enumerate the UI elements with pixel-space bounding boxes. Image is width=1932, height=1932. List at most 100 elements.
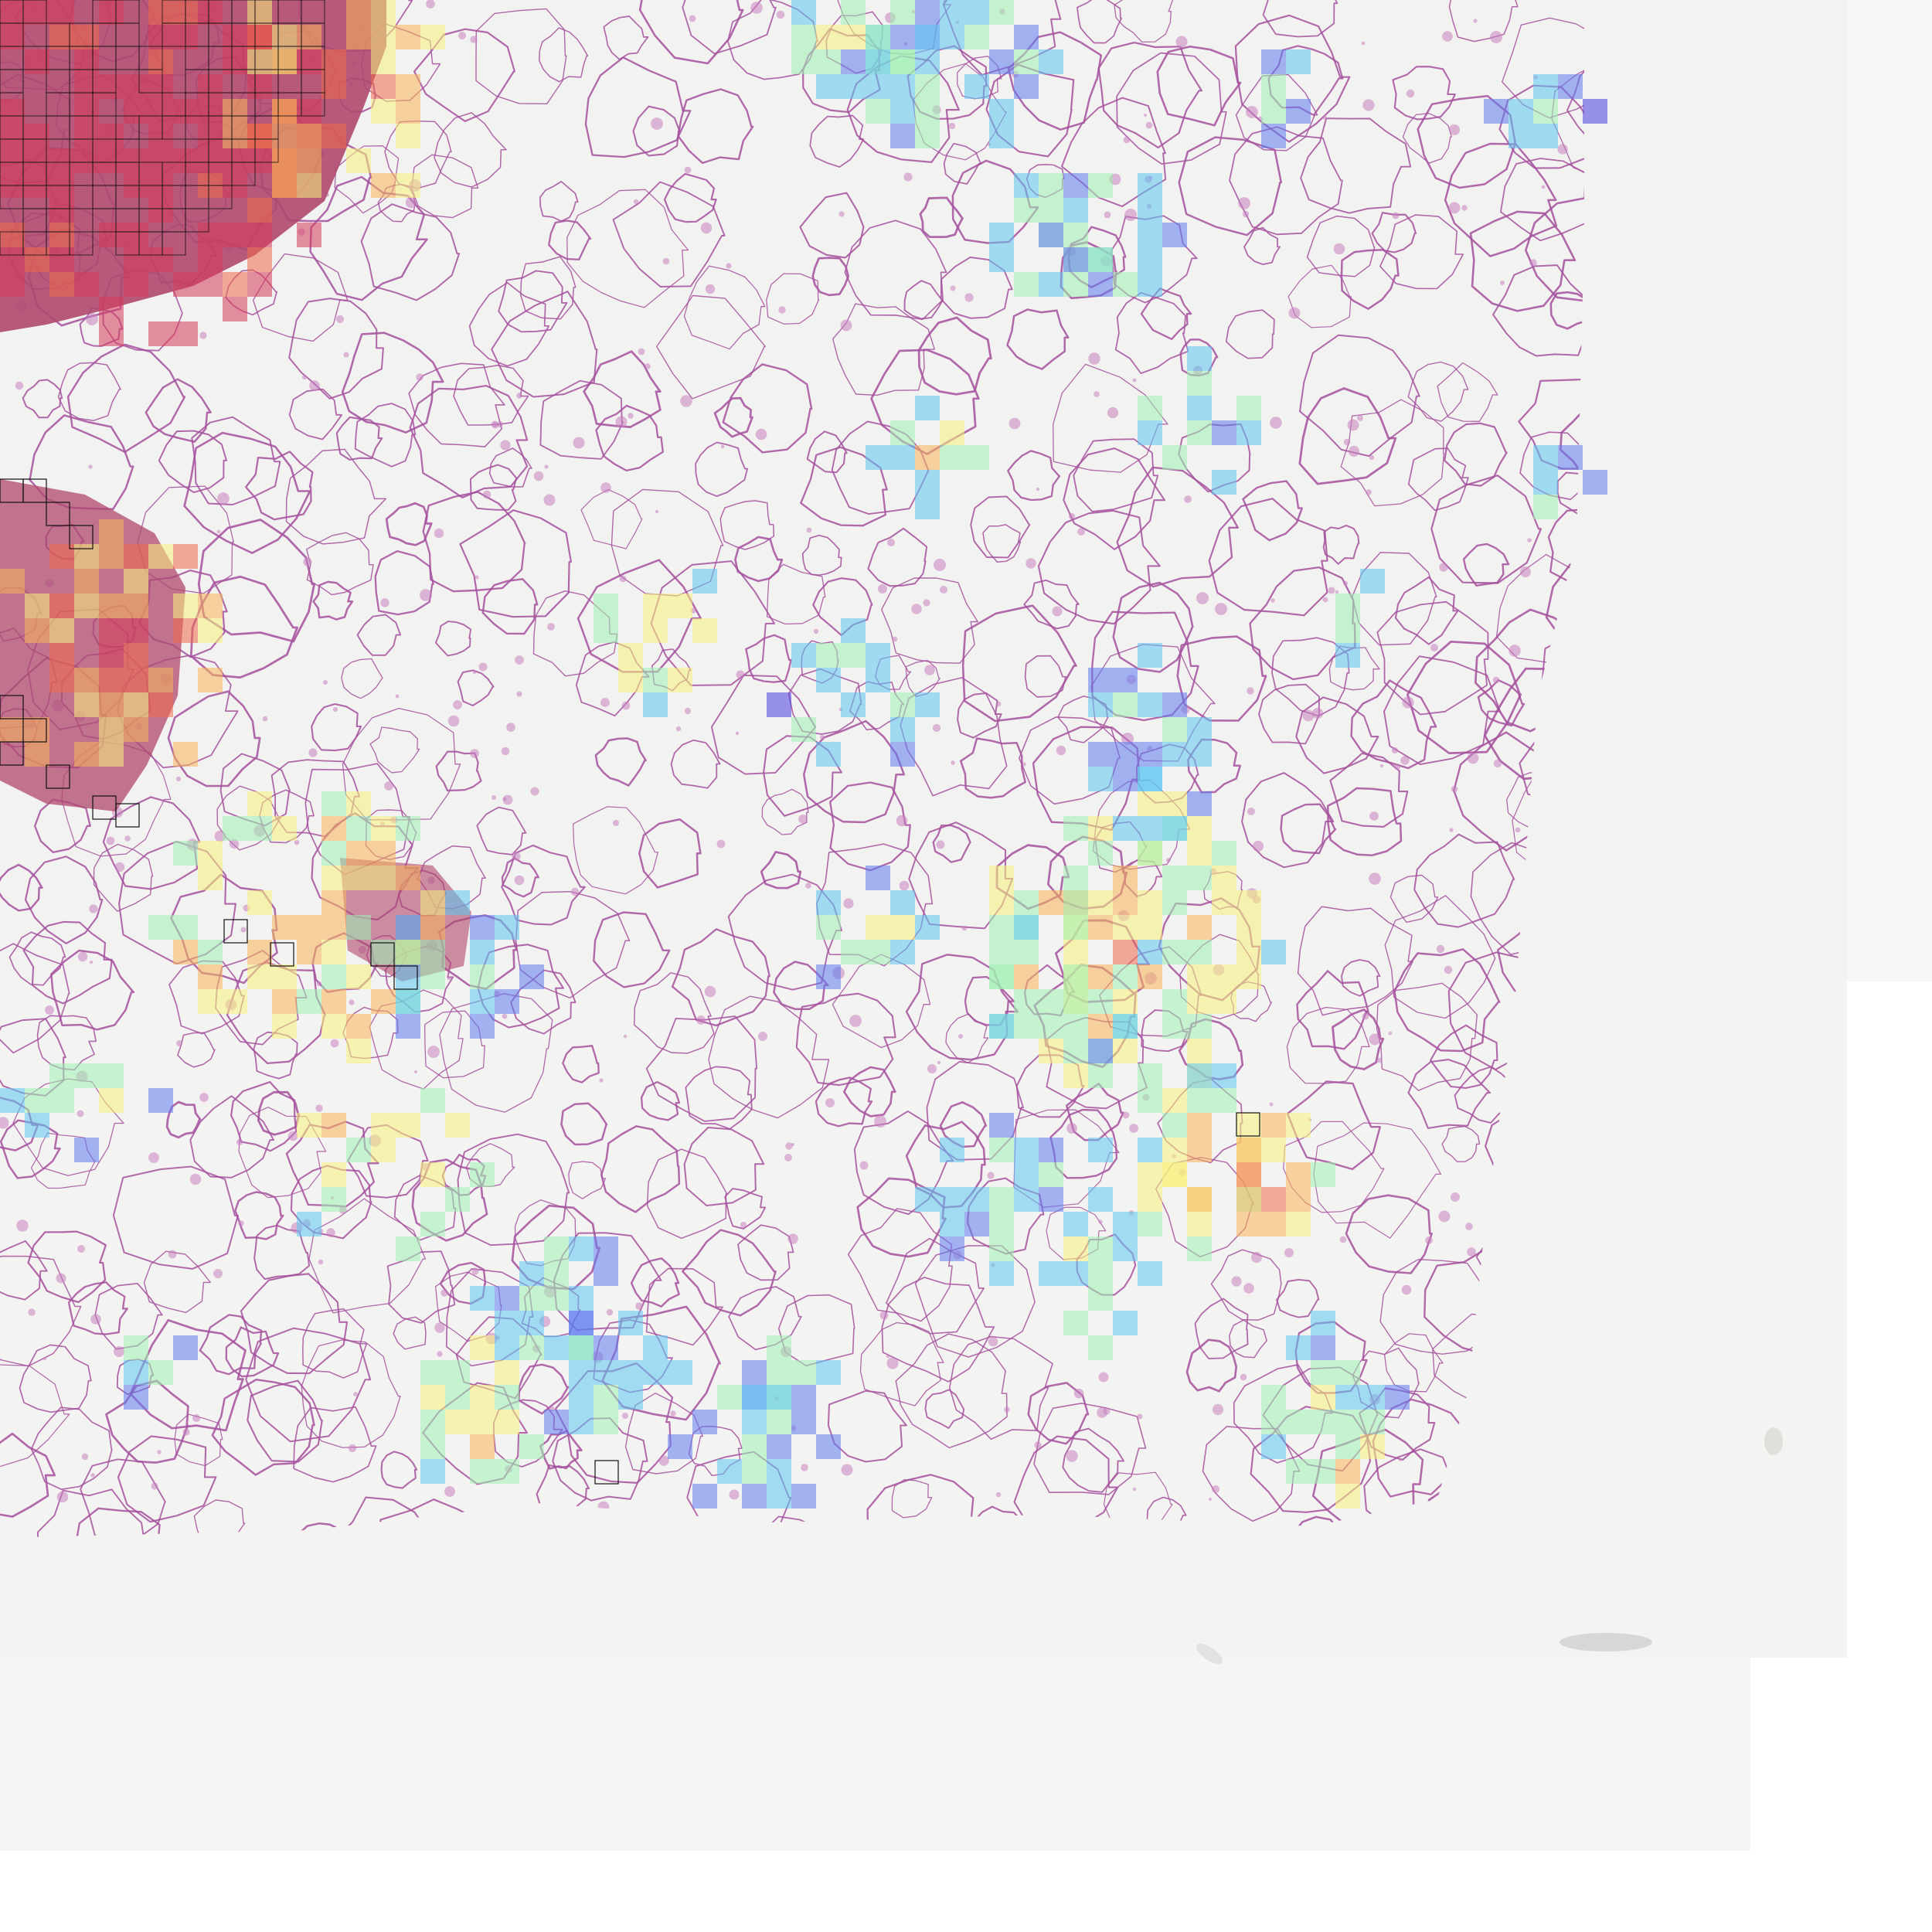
alveolar-wall xyxy=(1208,498,1328,617)
heatmap-tile xyxy=(816,74,841,99)
tissue-clump xyxy=(349,999,355,1005)
heatmap-tile xyxy=(148,321,173,346)
heatmap-tile xyxy=(989,1212,1014,1236)
alveolar-wall xyxy=(802,719,906,824)
heatmap-tile xyxy=(544,1335,569,1360)
tissue-clump xyxy=(886,1354,890,1359)
heatmap-tile xyxy=(25,247,49,272)
heatmap-tile xyxy=(1063,1236,1088,1261)
heatmap-tile xyxy=(49,148,74,173)
tissue-clump xyxy=(1366,489,1372,495)
heatmap-tile xyxy=(940,1236,964,1261)
heatmap-tile xyxy=(148,74,173,99)
heatmap-tile xyxy=(989,1261,1014,1286)
heatmap-tile xyxy=(173,618,198,643)
tissue-clump xyxy=(878,584,887,594)
alveolar-wall xyxy=(1116,52,1227,165)
tissue-clump xyxy=(395,694,400,699)
heatmap-tile xyxy=(742,1434,767,1459)
heatmap-tile xyxy=(198,99,223,124)
tissue-clump xyxy=(1425,1236,1433,1244)
tissue-clump xyxy=(1379,764,1384,768)
heatmap-tile xyxy=(173,594,198,618)
tissue-clump xyxy=(384,781,393,791)
alveolar-wall xyxy=(1313,1122,1442,1239)
alveolar-wall xyxy=(895,1333,1008,1449)
heatmap-tile xyxy=(321,866,346,890)
tissue-clump xyxy=(1520,566,1531,577)
heatmap-tile xyxy=(1212,1063,1236,1088)
heatmap-tile xyxy=(1583,99,1607,124)
heatmap-tile xyxy=(346,1039,371,1063)
heatmap-tile xyxy=(247,49,272,74)
heatmap-tile xyxy=(1162,742,1187,767)
heatmap-tile xyxy=(1509,99,1533,124)
alveolar-wall xyxy=(630,1257,680,1308)
tissue-clump xyxy=(696,1015,706,1025)
tissue-clump xyxy=(1145,121,1153,129)
heatmap-tile xyxy=(124,1335,148,1360)
tissue-clump xyxy=(1132,1487,1137,1492)
alveolar-wall xyxy=(1235,73,1318,151)
alveolar-wall xyxy=(766,563,826,625)
tissue-clump xyxy=(0,1117,9,1129)
heatmap-tile xyxy=(1138,272,1162,297)
heatmap-tile xyxy=(49,25,74,49)
alveolar-wall xyxy=(1351,552,1437,646)
alveolar-wall xyxy=(1430,1024,1498,1089)
alveolar-wall xyxy=(33,798,91,854)
tissue-clump xyxy=(1077,528,1085,536)
tissue-clump xyxy=(1493,759,1502,768)
heatmap-tile xyxy=(1063,272,1088,297)
heatmap-tile xyxy=(989,223,1014,247)
alveolar-wall xyxy=(1519,710,1584,807)
alveolar-wall xyxy=(0,1119,61,1179)
alveolar-wall xyxy=(491,291,598,398)
heatmap-tile xyxy=(198,594,223,618)
heatmap-tile xyxy=(1113,668,1138,692)
heatmap-tile xyxy=(420,1088,445,1113)
alveolar-wall xyxy=(501,844,586,926)
heatmap-tile xyxy=(470,1385,495,1410)
alveolar-wall xyxy=(1229,1319,1267,1359)
tissue-clump xyxy=(950,285,956,291)
alveolar-wall xyxy=(0,863,43,912)
alveolar-wall xyxy=(1097,42,1202,149)
outlined-tile xyxy=(22,0,47,24)
tissue-clump xyxy=(622,1413,628,1419)
heatmap-tile xyxy=(371,816,396,841)
heatmap-tile xyxy=(544,1410,569,1434)
heatmap-tile xyxy=(866,445,890,470)
heatmap-tile xyxy=(1533,495,1558,519)
tissue-clump xyxy=(1103,1407,1111,1415)
heatmap-tile xyxy=(74,1138,99,1162)
heatmap-tile xyxy=(396,1113,420,1138)
alveolar-wall xyxy=(811,257,850,297)
heatmap-tile xyxy=(1088,816,1113,841)
tissue-clump xyxy=(658,1455,669,1466)
alveolar-wall xyxy=(1407,447,1469,512)
heatmap-tile xyxy=(1063,173,1088,198)
heatmap-tile xyxy=(99,668,124,692)
heatmap-tile xyxy=(1063,890,1088,915)
tissue-clump xyxy=(192,1413,201,1423)
heatmap-tile xyxy=(445,1187,470,1212)
heatmap-tile xyxy=(1236,1212,1261,1236)
alveolar-wall xyxy=(1194,1298,1249,1359)
heatmap-tile xyxy=(297,124,321,148)
alveolar-wall xyxy=(459,509,572,618)
heatmap-tile xyxy=(223,272,247,297)
tissue-clump xyxy=(1392,212,1400,219)
alveolar-wall xyxy=(369,726,420,774)
heatmap-tile xyxy=(99,692,124,717)
heatmap-tile xyxy=(1113,742,1138,767)
heatmap-tile xyxy=(247,25,272,49)
alveolar-wall xyxy=(476,806,527,855)
heatmap-tile xyxy=(371,173,396,198)
alveolar-wall xyxy=(554,1362,674,1484)
tissue-clump xyxy=(1073,1388,1084,1399)
heatmap-tile xyxy=(989,940,1014,964)
heatmap-tile xyxy=(890,890,915,915)
heatmap-tile xyxy=(1236,890,1261,915)
